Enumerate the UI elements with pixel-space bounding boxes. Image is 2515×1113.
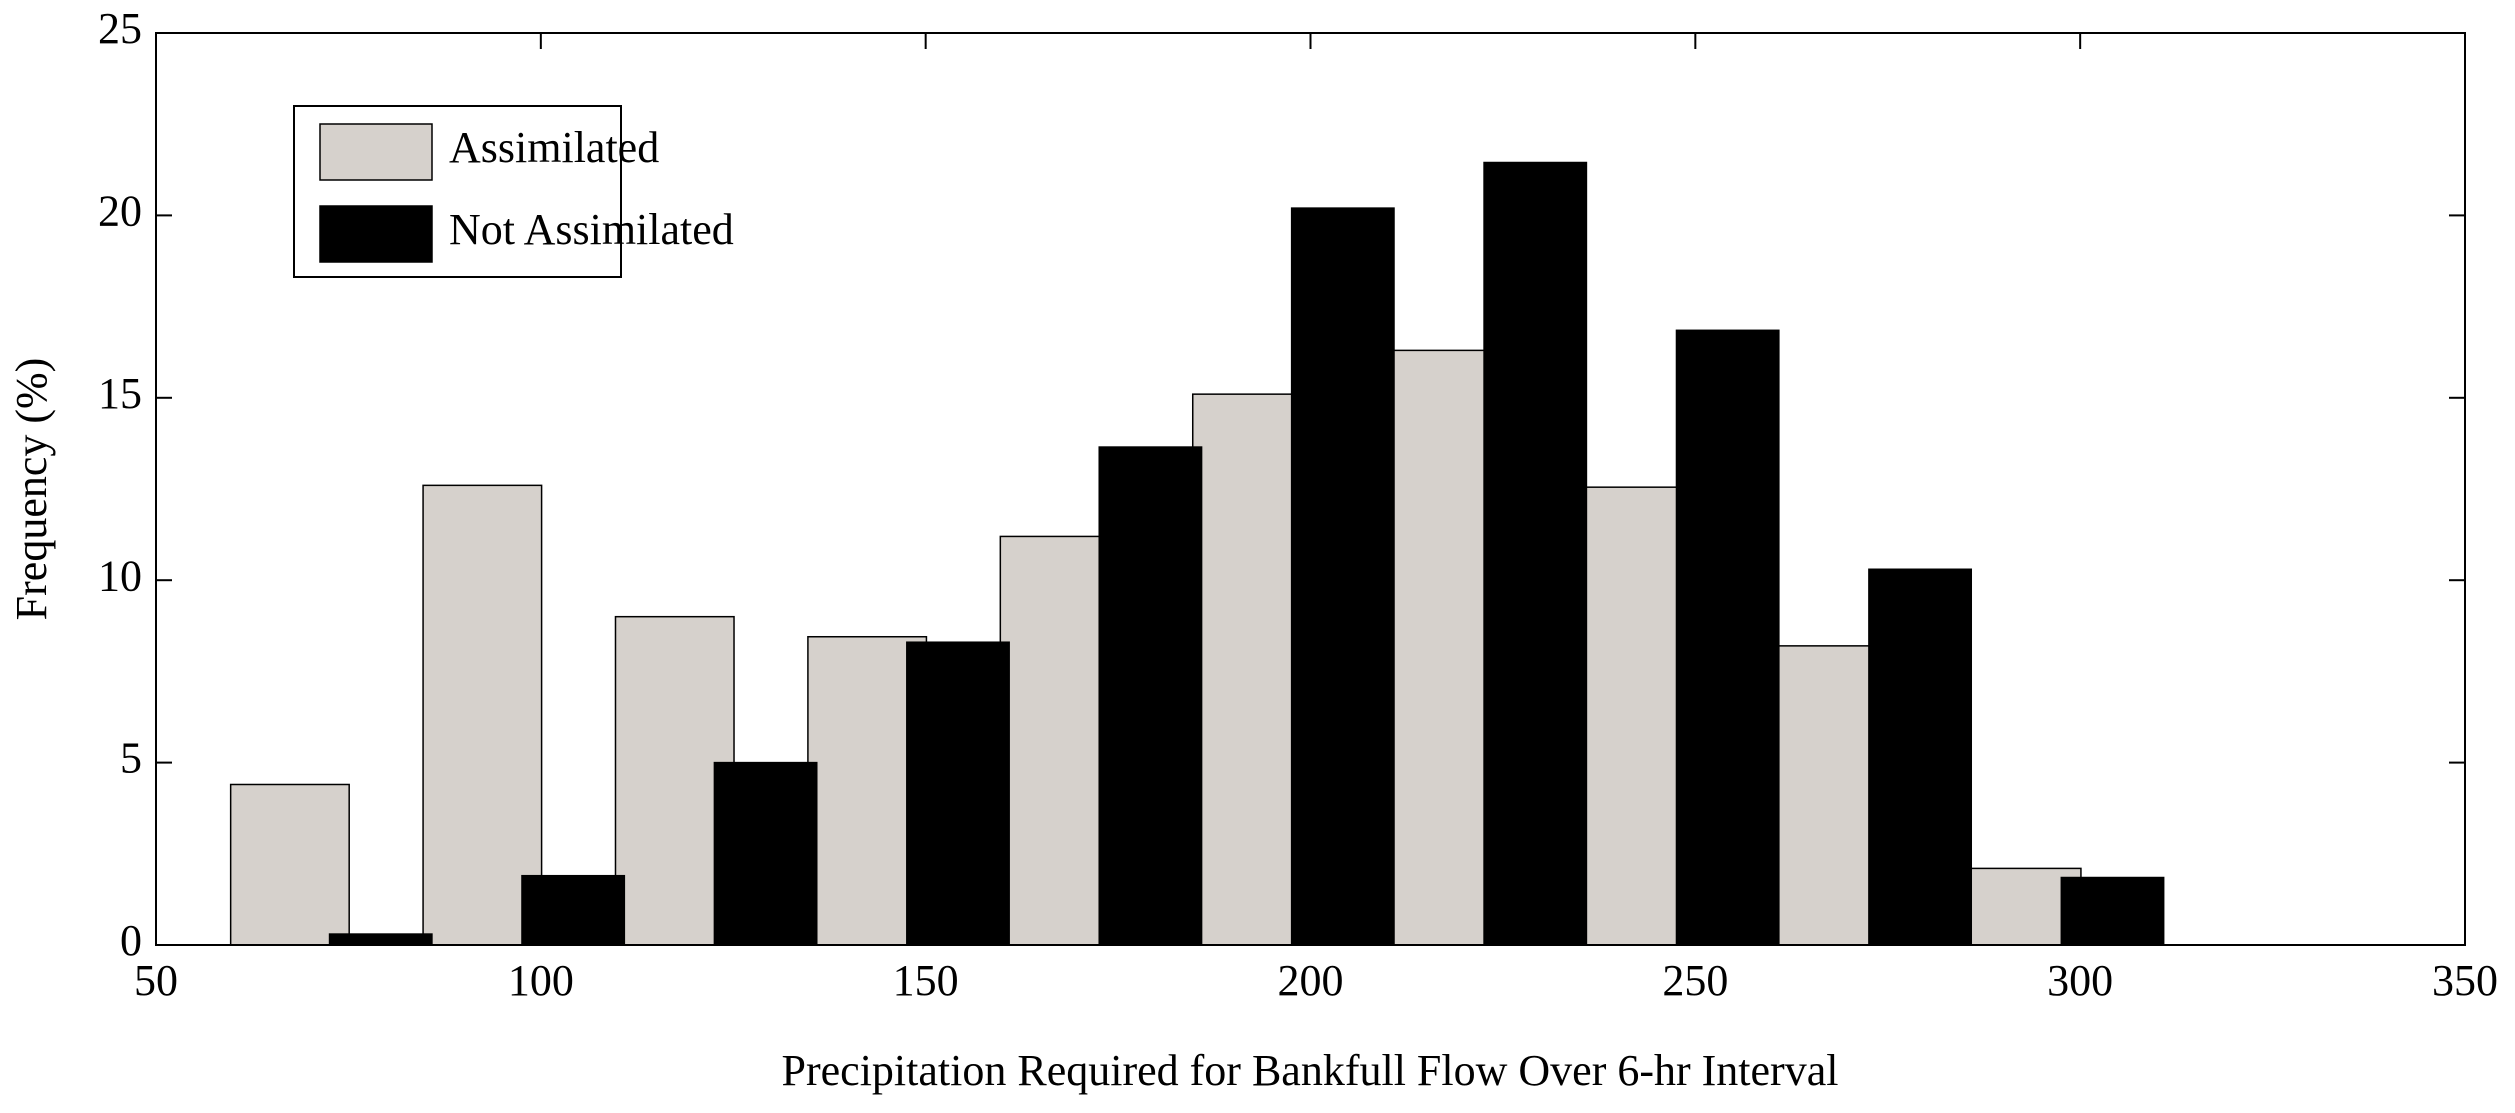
y-axis-label: Frequency (%) <box>7 358 56 621</box>
x-tick-label: 150 <box>893 956 959 1005</box>
x-tick-label: 350 <box>2432 956 2498 1005</box>
x-tick-label: 250 <box>1662 956 1728 1005</box>
bar <box>906 641 1010 946</box>
y-tick-label: 10 <box>98 551 142 600</box>
y-tick-label: 15 <box>98 369 142 418</box>
bar <box>1868 568 1973 946</box>
bar <box>422 484 543 946</box>
x-tick-label: 300 <box>2047 956 2113 1005</box>
bar <box>521 874 626 946</box>
bar <box>1098 446 1203 946</box>
legend-swatch <box>319 123 433 181</box>
y-tick-label: 5 <box>120 734 142 783</box>
bar <box>2060 876 2165 946</box>
bar <box>229 783 350 946</box>
y-tick-label: 0 <box>120 916 142 965</box>
legend-swatch <box>319 205 433 263</box>
y-tick-label: 25 <box>98 4 142 53</box>
x-tick-label: 200 <box>1278 956 1344 1005</box>
legend-label: Assimilated <box>449 123 659 172</box>
bar <box>1483 161 1588 946</box>
bar <box>1290 207 1395 946</box>
bar <box>1675 329 1780 946</box>
x-axis-label: Precipitation Required for Bankfull Flow… <box>782 1046 1839 1095</box>
x-tick-label: 100 <box>508 956 574 1005</box>
bar <box>328 933 433 946</box>
y-tick-label: 20 <box>98 186 142 235</box>
bar <box>713 761 818 946</box>
legend-label: Not Assimilated <box>449 205 734 254</box>
x-tick-label: 50 <box>134 956 178 1005</box>
